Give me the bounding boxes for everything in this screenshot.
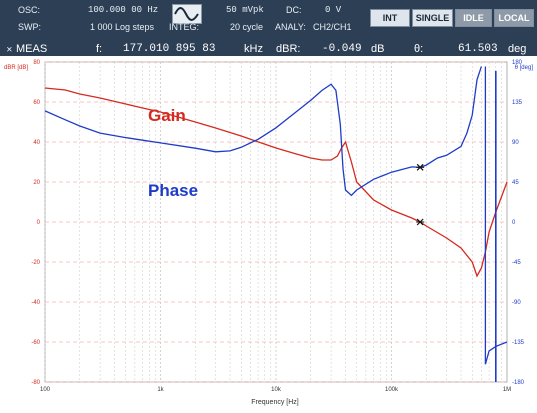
status-header: OSC: 100.000 00 Hz 50 mVpk DC: 0 V SWP: … (0, 0, 537, 56)
y-right-tick-label: -135 (512, 340, 525, 346)
y-left-tick-label: -40 (31, 300, 40, 306)
dbr-label: dBR: (276, 43, 301, 55)
theta-value: 61.503 (458, 43, 498, 55)
x-tick-label: 10k (271, 387, 282, 393)
cursor-marker[interactable] (416, 218, 425, 226)
gain-series-line (44, 87, 508, 278)
phase-series-line (44, 66, 508, 365)
dc-label: DC: (286, 5, 302, 15)
y-right-tick-label: -45 (512, 260, 521, 266)
x-axis-title: Frequency [Hz] (251, 399, 299, 406)
y-left-tick-label: 80 (33, 60, 40, 66)
y-left-tick-label: -80 (31, 380, 40, 386)
dbr-unit: dB (371, 43, 385, 55)
analy-value: CH2/CH1 (313, 22, 352, 32)
y-left-tick-label: 40 (33, 140, 40, 146)
phase-label: Phase (148, 181, 198, 200)
y-right-tick-label: 180 (512, 60, 523, 66)
right-axis-title: θ [deg] (515, 65, 534, 71)
x-tick-label: 100 (40, 387, 51, 393)
x-tick-label: 100k (385, 387, 399, 393)
frequency-label: f: (96, 43, 103, 55)
bode-plot[interactable]: 100 1k 10k 100k 1M 80 60 40 20 0 -20 -40 -60 -80 180 13… (0, 56, 537, 408)
left-axis-title: dBR [dB] (4, 65, 28, 71)
y-left-tick-label: 20 (33, 180, 40, 186)
swp-label: SWP: (18, 22, 42, 32)
y-right-tick-label: 45 (512, 180, 519, 186)
osc-amplitude: 50 mVpk (226, 5, 264, 15)
dc-value: 0 V (325, 5, 342, 15)
analy-label: ANALY: (275, 22, 306, 32)
integ-value: 20 cycle (230, 22, 264, 32)
y-right-tick-label: 135 (512, 100, 523, 106)
y-left-tick-label: -20 (31, 260, 40, 266)
meas-label: MEAS (16, 43, 48, 55)
single-button[interactable]: SINGLE (412, 9, 453, 27)
y-right-tick-label: -180 (512, 380, 525, 386)
osc-label: OSC: (18, 5, 41, 15)
x-tick-label: 1k (157, 387, 164, 393)
integ-label: INTEG: (169, 22, 200, 32)
local-button[interactable]: LOCAL (494, 9, 534, 27)
y-right-tick-label: -90 (512, 300, 521, 306)
y-left-tick-label: -60 (31, 340, 40, 346)
y-right-tick-label: 90 (512, 140, 519, 146)
sine-wave-icon[interactable] (172, 4, 202, 24)
bode-plot-panel: 100 1k 10k 100k 1M 80 60 40 20 0 -20 -40 -60 -80 180 13… (0, 56, 537, 408)
meas-cursor-icon: ⨯ (6, 45, 13, 54)
frequency-value: 177.010 895 83 (123, 43, 216, 55)
int-button[interactable]: INT (370, 9, 410, 27)
osc-frequency: 100.000 00 Hz (88, 5, 159, 15)
y-right-tick-label: 0 (512, 220, 516, 226)
swp-value: 1 000 Log steps (90, 22, 155, 32)
y-left-tick-label: 60 (33, 100, 40, 106)
dbr-value: -0.049 (322, 43, 362, 55)
x-tick-label: 1M (503, 387, 511, 393)
idle-button[interactable]: IDLE (455, 9, 492, 27)
gain-label: Gain (148, 106, 186, 125)
y-left-tick-label: 0 (37, 220, 41, 226)
frequency-unit: kHz (244, 43, 263, 55)
theta-label: θ: (414, 43, 424, 55)
cursor-marker[interactable] (416, 163, 425, 171)
theta-unit: deg (508, 43, 527, 55)
